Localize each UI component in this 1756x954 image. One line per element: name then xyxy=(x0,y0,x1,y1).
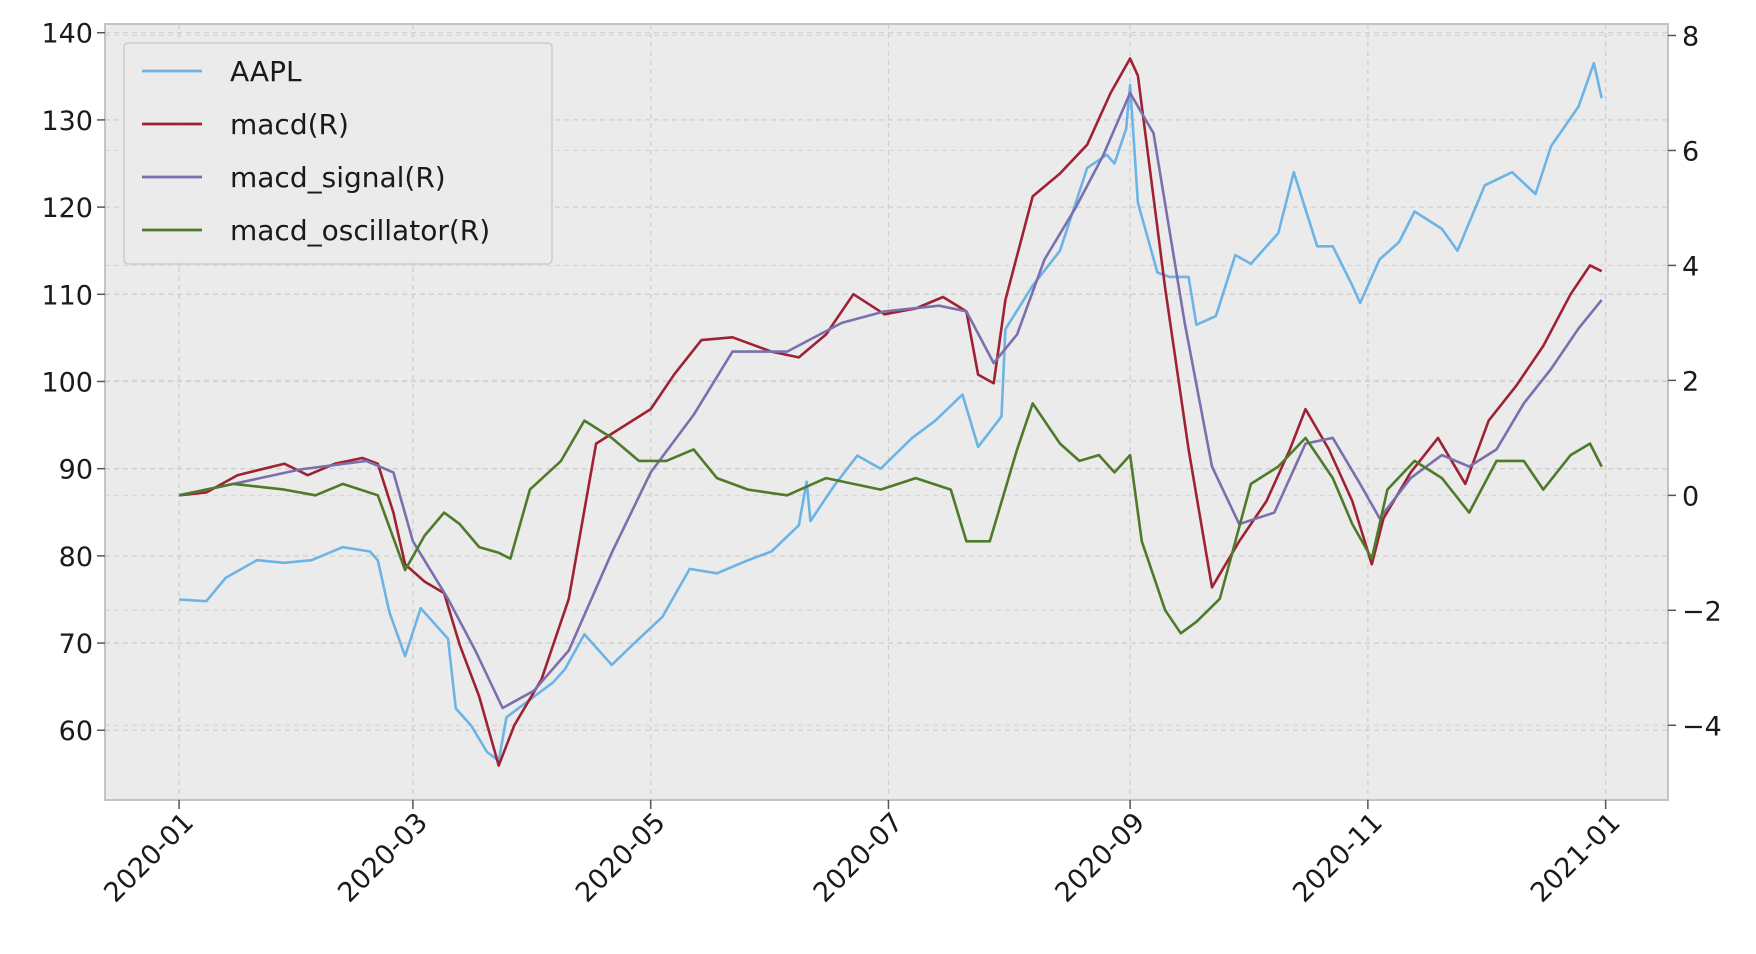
series-line-macd-oscillator-r xyxy=(178,402,1603,635)
y-axis-tick-labels: 60 70 80 90 100 110 120 130 140 xyxy=(41,19,93,748)
y2-axis-tick-labels: −4 −2 0 2 4 6 8 xyxy=(1682,21,1722,742)
series-line-aapl xyxy=(179,61,1603,763)
y2-tick-label: 8 xyxy=(1682,21,1699,52)
series-line-macd-r xyxy=(178,57,1603,767)
y2-tick-label: −2 xyxy=(1682,596,1722,627)
plot-frame xyxy=(104,23,1669,801)
series-line-macd-signal-r xyxy=(178,91,1603,710)
x-tick-label: 2020-11 xyxy=(1287,807,1389,909)
legend: AAPL macd(R) macd_signal(R) macd_oscillator… xyxy=(123,42,553,265)
axis-ticks xyxy=(97,31,1676,809)
y-tick-label: 70 xyxy=(59,629,93,660)
y-tick-label: 120 xyxy=(41,193,93,224)
x-tick-label: 2020-05 xyxy=(570,807,672,909)
legend-label: macd(R) xyxy=(230,108,349,141)
y2-tick-label: 2 xyxy=(1682,366,1699,397)
legend-label: AAPL xyxy=(230,55,302,88)
y-tick-label: 90 xyxy=(59,455,93,486)
x-tick-label: 2020-03 xyxy=(332,807,434,909)
x-axis-tick-labels: 2020-01 2020-03 2020-05 2020-07 2020-09 2020-… xyxy=(98,807,1626,909)
y-tick-label: 80 xyxy=(59,542,93,573)
x-tick-label: 2021-01 xyxy=(1525,807,1627,909)
x-tick-label: 2020-09 xyxy=(1049,807,1151,909)
y-tick-label: 110 xyxy=(41,280,93,311)
x-tick-label: 2020-07 xyxy=(808,807,910,909)
y2-tick-label: 4 xyxy=(1682,251,1699,282)
series-lines xyxy=(178,57,1603,767)
legend-box xyxy=(123,42,553,265)
y2-tick-label: 6 xyxy=(1682,136,1699,167)
y-tick-label: 60 xyxy=(59,716,93,747)
legend-label: macd_signal(R) xyxy=(230,161,446,194)
y-tick-label: 130 xyxy=(41,106,93,137)
y-tick-label: 100 xyxy=(41,367,93,398)
y-tick-label: 140 xyxy=(41,19,93,50)
legend-label: macd_oscillator(R) xyxy=(230,214,490,247)
x-tick-label: 2020-01 xyxy=(98,807,200,909)
y2-tick-label: 0 xyxy=(1682,481,1699,512)
y2-tick-label: −4 xyxy=(1682,711,1722,742)
